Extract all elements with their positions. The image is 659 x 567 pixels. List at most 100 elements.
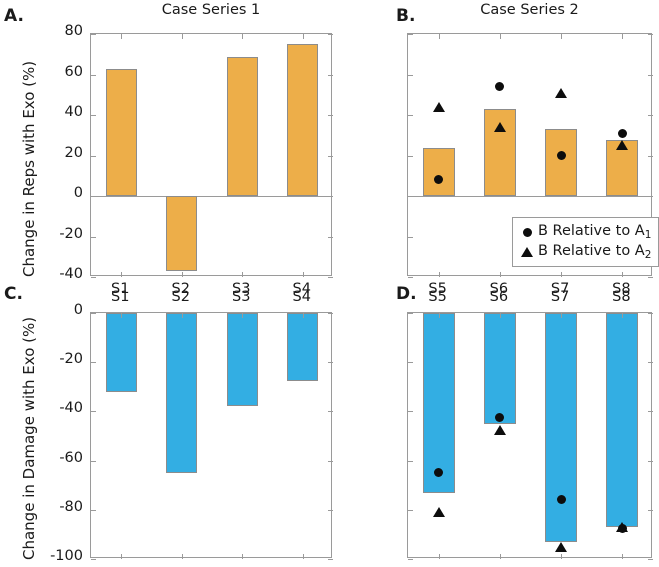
x-tickmark [499, 272, 501, 277]
bar-s7 [545, 313, 578, 542]
y-tickmark [408, 115, 413, 116]
y-tickmark [328, 196, 333, 197]
x-tick-label-s3: S3 [232, 289, 251, 305]
triangle-marker-s6 [493, 122, 506, 133]
x-tickmark [561, 313, 563, 318]
bar-s8 [606, 313, 639, 528]
y-tickmark [328, 277, 333, 278]
y-tick-label: -100 [50, 548, 83, 564]
y-tickmark [91, 277, 96, 278]
circle-marker-s6 [495, 82, 505, 92]
circle-marker-s8 [617, 128, 627, 138]
triangle-marker-s8 [616, 522, 629, 533]
y-tickmark [328, 460, 333, 462]
y-tick-label: -60 [59, 449, 83, 466]
circle-marker-s5 [434, 468, 444, 478]
bar-s4 [287, 44, 319, 196]
x-tickmark [499, 554, 501, 559]
x-tickmark [622, 313, 624, 318]
y-tickmark [91, 411, 96, 413]
y-tickmark [648, 509, 653, 511]
triangle-marker-s7 [555, 87, 568, 98]
x-tick-label-s6: S6 [489, 289, 509, 305]
circle-marker-s7 [556, 151, 566, 160]
x-tickmark [302, 313, 304, 318]
y-tick-label: 40 [64, 104, 83, 120]
triangle-marker-icon [519, 247, 535, 257]
x-tickmark [242, 34, 244, 39]
x-tickmark [561, 34, 563, 39]
y-tickmark [648, 74, 653, 76]
x-tickmark [121, 272, 123, 277]
y-tick-label: 80 [64, 23, 83, 39]
y-tickmark [91, 236, 96, 238]
y-tickmark [91, 509, 96, 511]
y-tick-label: -40 [59, 400, 83, 417]
x-tickmark [438, 34, 440, 39]
y-tickmark [648, 313, 653, 314]
x-tick-label-s4: S4 [292, 281, 311, 297]
y-tickmark [648, 559, 653, 560]
x-tick-label-s7: S7 [550, 289, 570, 305]
panel-c-letter: C. [4, 284, 23, 304]
x-tickmark [438, 272, 440, 277]
y-tickmark [408, 313, 413, 314]
y-tickmark [328, 74, 333, 76]
bar-s1 [105, 313, 137, 392]
zero-line [91, 196, 331, 197]
x-tickmark [181, 554, 183, 559]
x-tick-label-s3: S3 [232, 281, 251, 297]
x-tick-label-s1: S1 [111, 289, 130, 305]
x-tickmark [121, 313, 123, 318]
y-tickmark [648, 34, 653, 35]
circle-marker-s5 [434, 175, 444, 185]
x-tickmark [499, 313, 501, 318]
x-tickmark [302, 554, 304, 559]
bar-s6 [483, 313, 516, 424]
bar-s4 [287, 313, 319, 381]
x-tickmark [121, 554, 123, 559]
bar-s5 [422, 148, 455, 196]
x-tick-label-s7: S7 [550, 281, 570, 297]
y-tickmark [328, 236, 333, 238]
y-tickmark [328, 34, 333, 35]
y-tickmark [91, 155, 96, 157]
bar-s2 [166, 196, 198, 271]
x-tick-label-s6: S6 [489, 281, 509, 297]
x-tick-label-s5: S5 [428, 289, 447, 305]
circle-marker-s7 [556, 495, 566, 505]
triangle-marker-s8 [616, 140, 629, 151]
panel-d-axes [407, 312, 653, 560]
y-tickmark [408, 411, 413, 413]
x-tickmark [438, 313, 440, 318]
y-tickmark [328, 509, 333, 511]
y-tickmark [91, 313, 96, 314]
y-tickmark [408, 559, 413, 560]
y-tickmark [408, 155, 413, 157]
x-tick-label-s2: S2 [171, 281, 190, 297]
y-tickmark [648, 277, 653, 278]
x-tickmark [181, 272, 183, 277]
y-tickmark [408, 236, 413, 238]
y-tickmark [648, 115, 653, 116]
y-tick-label: 60 [64, 63, 83, 80]
x-tickmark [622, 272, 624, 277]
bar-s7 [545, 129, 578, 196]
x-tick-label-s8: S8 [612, 289, 631, 305]
panel-a-title: Case Series 1 [161, 2, 261, 18]
bar-s3 [226, 57, 258, 196]
x-tick-label-s4: S4 [292, 289, 311, 305]
triangle-marker-s5 [432, 507, 445, 518]
y-tickmark [648, 155, 653, 157]
y-tickmark [91, 34, 96, 35]
x-tick-label-s1: S1 [111, 281, 130, 297]
x-tickmark [561, 554, 563, 559]
y-tick-label: -80 [59, 498, 83, 515]
y-tick-label: -20 [59, 225, 83, 242]
x-tickmark [499, 34, 501, 39]
panel-a-y-axis-label: Change in Reps with Exo (%) [20, 60, 38, 277]
y-tickmark [648, 411, 653, 413]
x-tickmark [242, 554, 244, 559]
bar-s2 [166, 313, 198, 473]
